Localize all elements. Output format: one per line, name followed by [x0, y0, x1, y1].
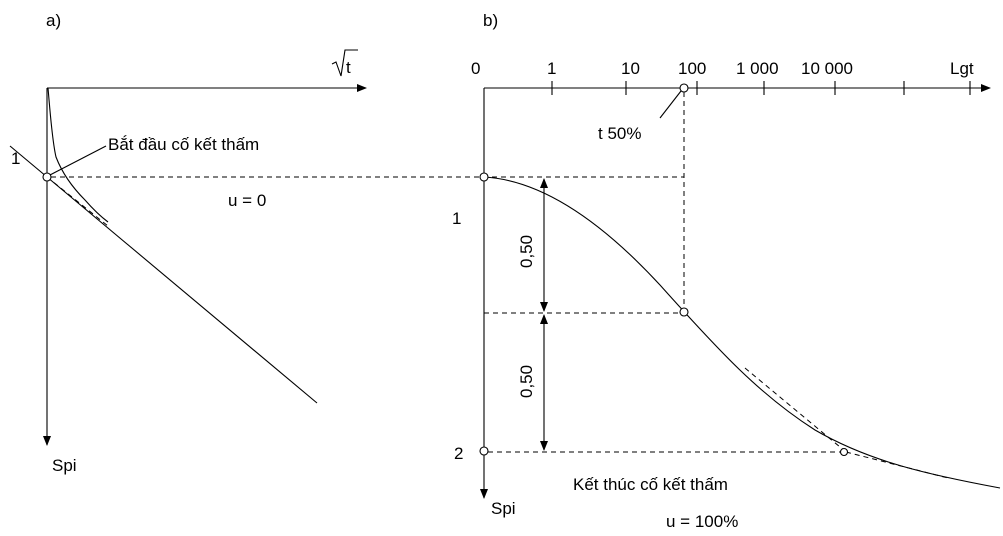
svg-text:t: t: [346, 58, 351, 77]
start-consolidation-label: Bắt đầu cố kết thấm: [108, 135, 259, 154]
panel-b-inflection-tangent: [744, 367, 847, 453]
tick-label-10: 10: [621, 59, 640, 78]
panel-a: a) t Spi 1 Bắt đầu cố kết thấm: [9, 11, 367, 475]
panel-b-x-axis-label: Lgt: [950, 59, 974, 78]
tick-label-10000: 10 000: [801, 59, 853, 78]
panel-a-start-leader: [47, 145, 107, 177]
panel-a-settlement-curve: [47, 87, 109, 223]
panel-a-point-1-label: 1: [11, 149, 20, 168]
tick-label-100: 100: [678, 59, 706, 78]
panel-a-label: a): [46, 11, 61, 30]
panel-b-y-axis-label: Spi: [491, 499, 516, 518]
upper-dimension-label: 0,50: [517, 235, 536, 268]
panel-a-point-1: [42, 172, 52, 182]
t50-point: [679, 83, 689, 93]
panel-b-point-2-label: 2: [454, 444, 463, 463]
lower-dimension-label: 0,50: [517, 365, 536, 398]
panel-a-x-axis-label: t: [331, 49, 358, 77]
t50-label: t 50%: [598, 124, 641, 143]
sqrt-symbol: [331, 49, 358, 77]
u-full-label: u = 100%: [666, 512, 738, 531]
panel-b: b) 0 1 10 100 1 000 10 000 Lgt t 50%: [452, 11, 1001, 531]
panel-b-x-ticks: [551, 81, 971, 95]
end-consolidation-label: Kết thúc cố kết thấm: [573, 475, 728, 494]
panel-a-dashed-tangent: [46, 176, 109, 227]
panel-b-point-50: [679, 307, 689, 317]
tick-label-0: 0: [471, 59, 480, 78]
u-zero-label: u = 0: [228, 191, 266, 210]
t50-leader: [659, 90, 682, 119]
panel-b-point-1: [479, 172, 489, 182]
tick-label-1: 1: [547, 59, 556, 78]
panel-b-point-1-label: 1: [452, 209, 461, 228]
panel-a-y-axis-label: Spi: [52, 456, 77, 475]
tick-label-1000: 1 000: [736, 59, 779, 78]
panel-b-end-point: [839, 447, 849, 457]
panel-b-label: b): [483, 11, 498, 30]
panel-b-consolidation-curve: [483, 176, 1001, 489]
panel-b-point-2: [479, 446, 489, 456]
